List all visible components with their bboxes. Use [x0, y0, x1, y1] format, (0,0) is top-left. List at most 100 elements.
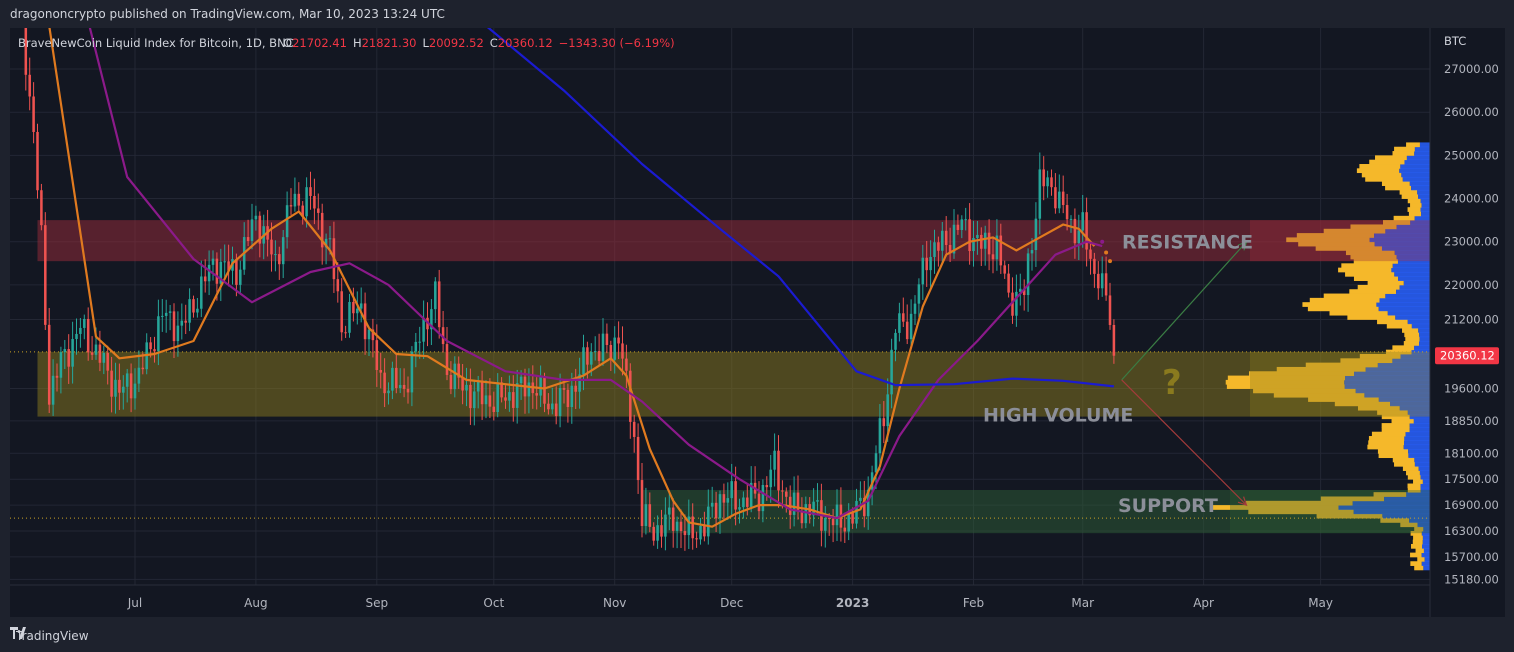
volume-bar-buy [1408, 448, 1430, 454]
candle-body [51, 375, 55, 405]
candle-body [254, 215, 258, 220]
candle-body [47, 324, 51, 405]
volume-bar-sell [1401, 194, 1419, 199]
volume-bar-buy [1338, 505, 1430, 510]
candle-body [28, 74, 31, 97]
volume-bar-buy [1414, 457, 1430, 463]
zone-label-support: SUPPORT [1118, 495, 1218, 517]
candle-body [281, 237, 285, 265]
candle-body [874, 453, 878, 473]
volume-bar-buy [1421, 561, 1430, 566]
volume-bar-buy [1400, 164, 1430, 169]
volume-bar-buy [1355, 388, 1430, 394]
candle-body [504, 397, 507, 401]
candle-body [137, 367, 141, 384]
y-tick-label: 27000.00 [1444, 62, 1499, 76]
arrow-up-head [1237, 240, 1248, 251]
volume-bar-buy [1411, 185, 1430, 191]
volume-bar-buy [1344, 384, 1430, 389]
volume-bar-sell [1411, 543, 1423, 549]
chart-title: BraveNewCoin Liquid Index for Bitcoin, 1… [18, 36, 294, 50]
candle-body [578, 374, 581, 392]
candle-body [200, 276, 203, 309]
candle-body [512, 392, 515, 408]
candle-body [703, 525, 706, 537]
candle-body [90, 352, 94, 355]
candle-body [792, 492, 796, 515]
candle-body [995, 235, 999, 260]
volume-bar-sell [1350, 224, 1397, 230]
arrows-layer [1121, 240, 1248, 507]
y-tick-label: 23000.00 [1444, 235, 1499, 249]
volume-bar-sell [1365, 176, 1403, 182]
brand-label[interactable]: TradingView [16, 629, 89, 643]
volume-bar-buy [1419, 142, 1430, 148]
volume-bar-buy [1419, 470, 1430, 476]
candle-body [110, 370, 113, 397]
volume-bar-buy [1398, 276, 1430, 281]
candle-body [118, 379, 121, 393]
volume-bar-buy [1414, 461, 1430, 467]
zone-layer [37, 220, 1430, 534]
volume-bar-buy [1414, 146, 1430, 152]
currency-label: BTC [1444, 34, 1466, 48]
candle-body [414, 341, 418, 352]
volume-bar-buy [1382, 513, 1430, 519]
volume-bar-buy [1397, 259, 1430, 264]
volume-bar-buy [1404, 159, 1430, 165]
candle-body [812, 501, 815, 516]
volume-bar-sell [1359, 164, 1401, 169]
candle-body [301, 205, 304, 217]
price-chart[interactable]: RESISTANCE HIGH VOLUME SUPPORT? 27000.00 26… [10, 28, 1505, 617]
volume-bar-sell [1286, 237, 1370, 243]
volume-bar-buy [1403, 280, 1430, 286]
candle-body [215, 258, 219, 284]
volume-bar-sell [1212, 505, 1339, 510]
candle-body [79, 327, 82, 334]
volume-bar-buy [1385, 228, 1430, 234]
candle-body [999, 235, 1003, 266]
candle-body [434, 281, 437, 310]
volume-bar-sell [1381, 181, 1410, 187]
candle-body [679, 521, 683, 532]
volume-bar-sell [1381, 414, 1410, 420]
candle-body [157, 316, 160, 352]
candle-body [617, 337, 620, 344]
candle-body [593, 351, 597, 353]
candle-body [632, 421, 636, 437]
y-tick-label: 16300.00 [1444, 524, 1499, 538]
volume-bar-sell [1407, 474, 1421, 480]
volume-bar-buy [1369, 237, 1430, 243]
volume-bar-sell [1381, 427, 1410, 433]
volume-bar-buy [1407, 410, 1430, 415]
candle-body [671, 507, 675, 531]
volume-bar-sell [1302, 302, 1377, 307]
candle-body [843, 527, 847, 532]
volume-bar-buy [1417, 522, 1430, 528]
volume-bar-sell [1341, 263, 1393, 269]
volume-bar-buy [1409, 414, 1430, 420]
candle-body [1069, 218, 1073, 220]
candle-body [785, 491, 788, 497]
volume-bar-buy [1399, 168, 1430, 174]
volume-bar-sell [1394, 146, 1415, 152]
y-tick-label: 26000.00 [1444, 105, 1499, 119]
volume-bar-sell [1353, 276, 1399, 281]
candle-body [863, 497, 866, 517]
candle-body [878, 418, 882, 454]
volume-bar-sell [1361, 172, 1402, 178]
volume-bar-buy [1374, 233, 1430, 238]
volume-bar-sell [1414, 565, 1424, 571]
candle-body [40, 190, 43, 226]
chart-frame[interactable]: RESISTANCE HIGH VOLUME SUPPORT? 27000.00 26… [10, 28, 1505, 617]
candle-body [699, 525, 702, 540]
volume-bar-sell [1345, 271, 1395, 277]
y-tick-label: 24000.00 [1444, 192, 1499, 206]
candle-body [1050, 177, 1053, 188]
arrow-up [1121, 241, 1247, 381]
moving-averages-layer [48, 28, 1115, 528]
volume-bar-buy [1410, 220, 1430, 225]
volume-bar-buy [1374, 241, 1430, 247]
candle-body [305, 187, 308, 217]
candle-body [582, 347, 585, 375]
